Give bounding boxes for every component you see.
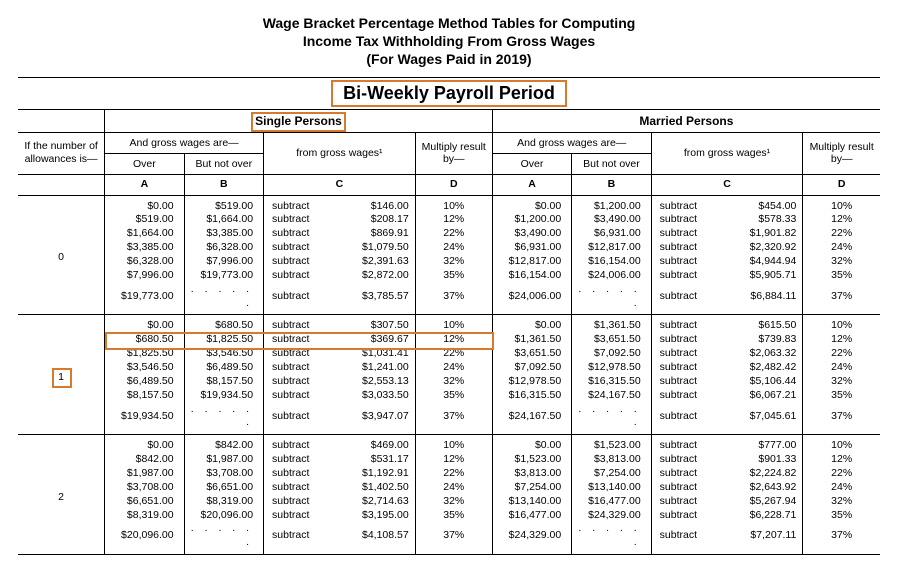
table-row: $6,328.00$7,996.00subtract$2,391.6332%$1… xyxy=(18,255,880,269)
over-heading-m: Over xyxy=(492,153,571,174)
notover-heading-m: But not over xyxy=(572,153,651,174)
table-row: $1,825.50$3,546.50subtract$1,031.4122%$3… xyxy=(18,347,880,361)
allowance-number: 2 xyxy=(58,491,64,503)
period-label: Bi-Weekly Payroll Period xyxy=(331,80,567,107)
table-row: $519.00$1,664.00subtract$208.1712%$1,200… xyxy=(18,213,880,227)
title-block: Wage Bracket Percentage Method Tables fo… xyxy=(18,14,880,69)
table-row: $8,319.00$20,096.00subtract$3,195.0035%$… xyxy=(18,509,880,523)
table-row: $6,489.50$8,157.50subtract$2,553.1332%$1… xyxy=(18,375,880,389)
table-row: $7,996.00$19,773.00subtract$2,872.0035%$… xyxy=(18,269,880,283)
gross-wages-heading-m: And gross wages are— xyxy=(492,132,651,153)
col-B: B xyxy=(184,174,263,195)
col-A: A xyxy=(105,174,184,195)
table-row: $3,708.00$6,651.00subtract$1,402.5024%$7… xyxy=(18,481,880,495)
multiply-heading: Multiply result by— xyxy=(415,132,492,174)
table-row: $1,987.00$3,708.00subtract$1,192.9122%$3… xyxy=(18,467,880,481)
col-B-m: B xyxy=(572,174,651,195)
table-row: $19,773.00. . . . . .subtract$3,785.5737… xyxy=(18,283,880,315)
period-row: Bi-Weekly Payroll Period xyxy=(18,77,880,110)
allowance-cell: 1 xyxy=(18,315,105,435)
table-row: $20,096.00. . . . . .subtract$4,108.5737… xyxy=(18,522,880,554)
from-gross-heading: from gross wages¹ xyxy=(264,132,416,174)
notover-heading: But not over xyxy=(184,153,263,174)
allowance-cell: 0 xyxy=(18,195,105,315)
table-row: $3,385.00$6,328.00subtract$1,079.5024%$6… xyxy=(18,241,880,255)
allowance-number: 0 xyxy=(58,251,64,263)
over-heading: Over xyxy=(105,153,184,174)
col-C-m: C xyxy=(651,174,803,195)
col-C: C xyxy=(264,174,416,195)
table-row: $1,664.00$3,385.00subtract$869.9122%$3,4… xyxy=(18,227,880,241)
from-gross-heading-m: from gross wages¹ xyxy=(651,132,803,174)
multiply-heading-m: Multiply result by— xyxy=(803,132,880,174)
table-row: 0$0.00$519.00subtract$146.0010%$0.00$1,2… xyxy=(18,195,880,213)
allowances-label: If the number of allowances is— xyxy=(18,132,105,174)
single-persons-heading: Single Persons xyxy=(255,114,342,128)
col-D: D xyxy=(415,174,492,195)
col-A-m: A xyxy=(492,174,571,195)
table-row: 2$0.00$842.00subtract$469.0010%$0.00$1,5… xyxy=(18,435,880,453)
title-line3: (For Wages Paid in 2019) xyxy=(18,50,880,68)
withholding-table: Single Persons Married Persons If the nu… xyxy=(18,110,880,556)
table-row: 1$0.00$680.50subtract$307.5010%$0.00$1,3… xyxy=(18,315,880,333)
table-row: $842.00$1,987.00subtract$531.1712%$1,523… xyxy=(18,453,880,467)
table-row: $6,651.00$8,319.00subtract$2,714.6332%$1… xyxy=(18,495,880,509)
col-D-m: D xyxy=(803,174,880,195)
table-row: $8,157.50$19,934.50subtract$3,033.5035%$… xyxy=(18,389,880,403)
table-row: $19,934.50. . . . . .subtract$3,947.0737… xyxy=(18,403,880,435)
table-row: $680.50$1,825.50subtract$369.6712%$1,361… xyxy=(18,333,880,347)
married-persons-heading: Married Persons xyxy=(639,114,733,128)
allowance-number: 1 xyxy=(58,371,64,383)
title-line1: Wage Bracket Percentage Method Tables fo… xyxy=(18,14,880,32)
title-line2: Income Tax Withholding From Gross Wages xyxy=(18,32,880,50)
gross-wages-heading: And gross wages are— xyxy=(105,132,264,153)
table-row: $3,546.50$6,489.50subtract$1,241.0024%$7… xyxy=(18,361,880,375)
